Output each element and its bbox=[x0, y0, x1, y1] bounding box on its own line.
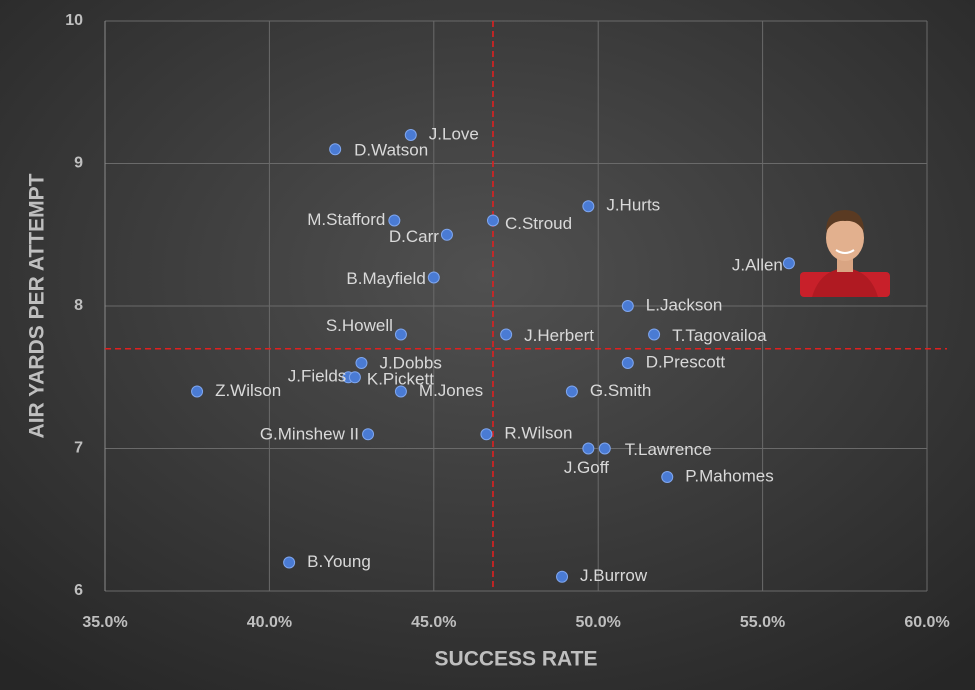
point-label: D.Watson bbox=[354, 141, 428, 160]
point bbox=[782, 257, 795, 270]
point bbox=[621, 300, 634, 312]
point bbox=[394, 385, 407, 398]
y-tick-label: 6 bbox=[74, 582, 83, 599]
point bbox=[348, 371, 361, 384]
grid: 6 7 8 9 10 35.0% 40.0% 45.0% 50.0% 55.0% 60.0% bbox=[65, 12, 949, 631]
y-tick-label: 7 bbox=[74, 440, 83, 457]
point-label: M.Stafford bbox=[307, 210, 385, 229]
point bbox=[362, 428, 375, 441]
point bbox=[486, 214, 499, 227]
point-label: T.Lawrence bbox=[625, 440, 712, 459]
point bbox=[283, 556, 296, 569]
point-label: L.Jackson bbox=[646, 295, 723, 314]
point-label: B.Mayfield bbox=[346, 269, 425, 288]
point-label: S.Howell bbox=[326, 316, 393, 335]
point-label: J.Herbert bbox=[524, 326, 594, 345]
point bbox=[582, 442, 595, 455]
x-tick-label: 60.0% bbox=[904, 614, 949, 631]
point bbox=[500, 328, 513, 341]
point bbox=[621, 357, 634, 369]
point bbox=[427, 271, 440, 284]
point-label: B.Young bbox=[307, 552, 371, 571]
y-tick-label: 9 bbox=[74, 155, 83, 172]
point-label: G.Minshew II bbox=[260, 425, 359, 444]
point-label: J.Burrow bbox=[580, 566, 648, 585]
point-label: J.Allen bbox=[732, 256, 783, 275]
point bbox=[394, 328, 407, 341]
point-label: G.Smith bbox=[590, 381, 651, 400]
y-tick-label: 8 bbox=[74, 297, 83, 314]
point-label: J.Love bbox=[429, 124, 479, 143]
point-label: Z.Wilson bbox=[215, 381, 281, 400]
point bbox=[404, 129, 417, 141]
point bbox=[480, 428, 493, 441]
x-tick-label: 50.0% bbox=[576, 614, 621, 631]
point bbox=[440, 228, 453, 241]
x-tick-label: 45.0% bbox=[411, 614, 456, 631]
x-axis-title: SUCCESS RATE bbox=[435, 648, 598, 671]
point bbox=[661, 471, 674, 483]
point bbox=[598, 442, 611, 455]
point-label: J.Hurts bbox=[606, 196, 660, 215]
point-label: J.Dobbs bbox=[379, 353, 441, 372]
point bbox=[648, 328, 661, 341]
point bbox=[556, 570, 569, 583]
point bbox=[329, 143, 342, 156]
point-label: J.Goff bbox=[564, 458, 609, 477]
point bbox=[582, 200, 595, 213]
point-label: D.Carr bbox=[389, 227, 439, 246]
point-label: D.Prescott bbox=[646, 352, 726, 371]
point-label: P.Mahomes bbox=[685, 466, 774, 485]
point bbox=[355, 357, 368, 369]
point-label: R.Wilson bbox=[504, 424, 572, 443]
point bbox=[191, 385, 204, 398]
point bbox=[388, 214, 401, 227]
y-tick-label: 10 bbox=[65, 12, 83, 29]
point bbox=[565, 385, 578, 398]
x-tick-label: 55.0% bbox=[740, 614, 785, 631]
player-photo bbox=[800, 210, 890, 297]
point-label: M.Jones bbox=[419, 381, 483, 400]
y-axis-title: AIR YARDS PER ATTEMPT bbox=[26, 173, 49, 438]
point-label: J.Fields bbox=[288, 367, 347, 386]
point-label: T.Tagovailoa bbox=[672, 326, 767, 345]
x-tick-label: 40.0% bbox=[247, 614, 292, 631]
x-tick-label: 35.0% bbox=[82, 614, 127, 631]
point-label: C.Stroud bbox=[505, 214, 572, 233]
point-label: K.Pickett bbox=[367, 370, 434, 389]
